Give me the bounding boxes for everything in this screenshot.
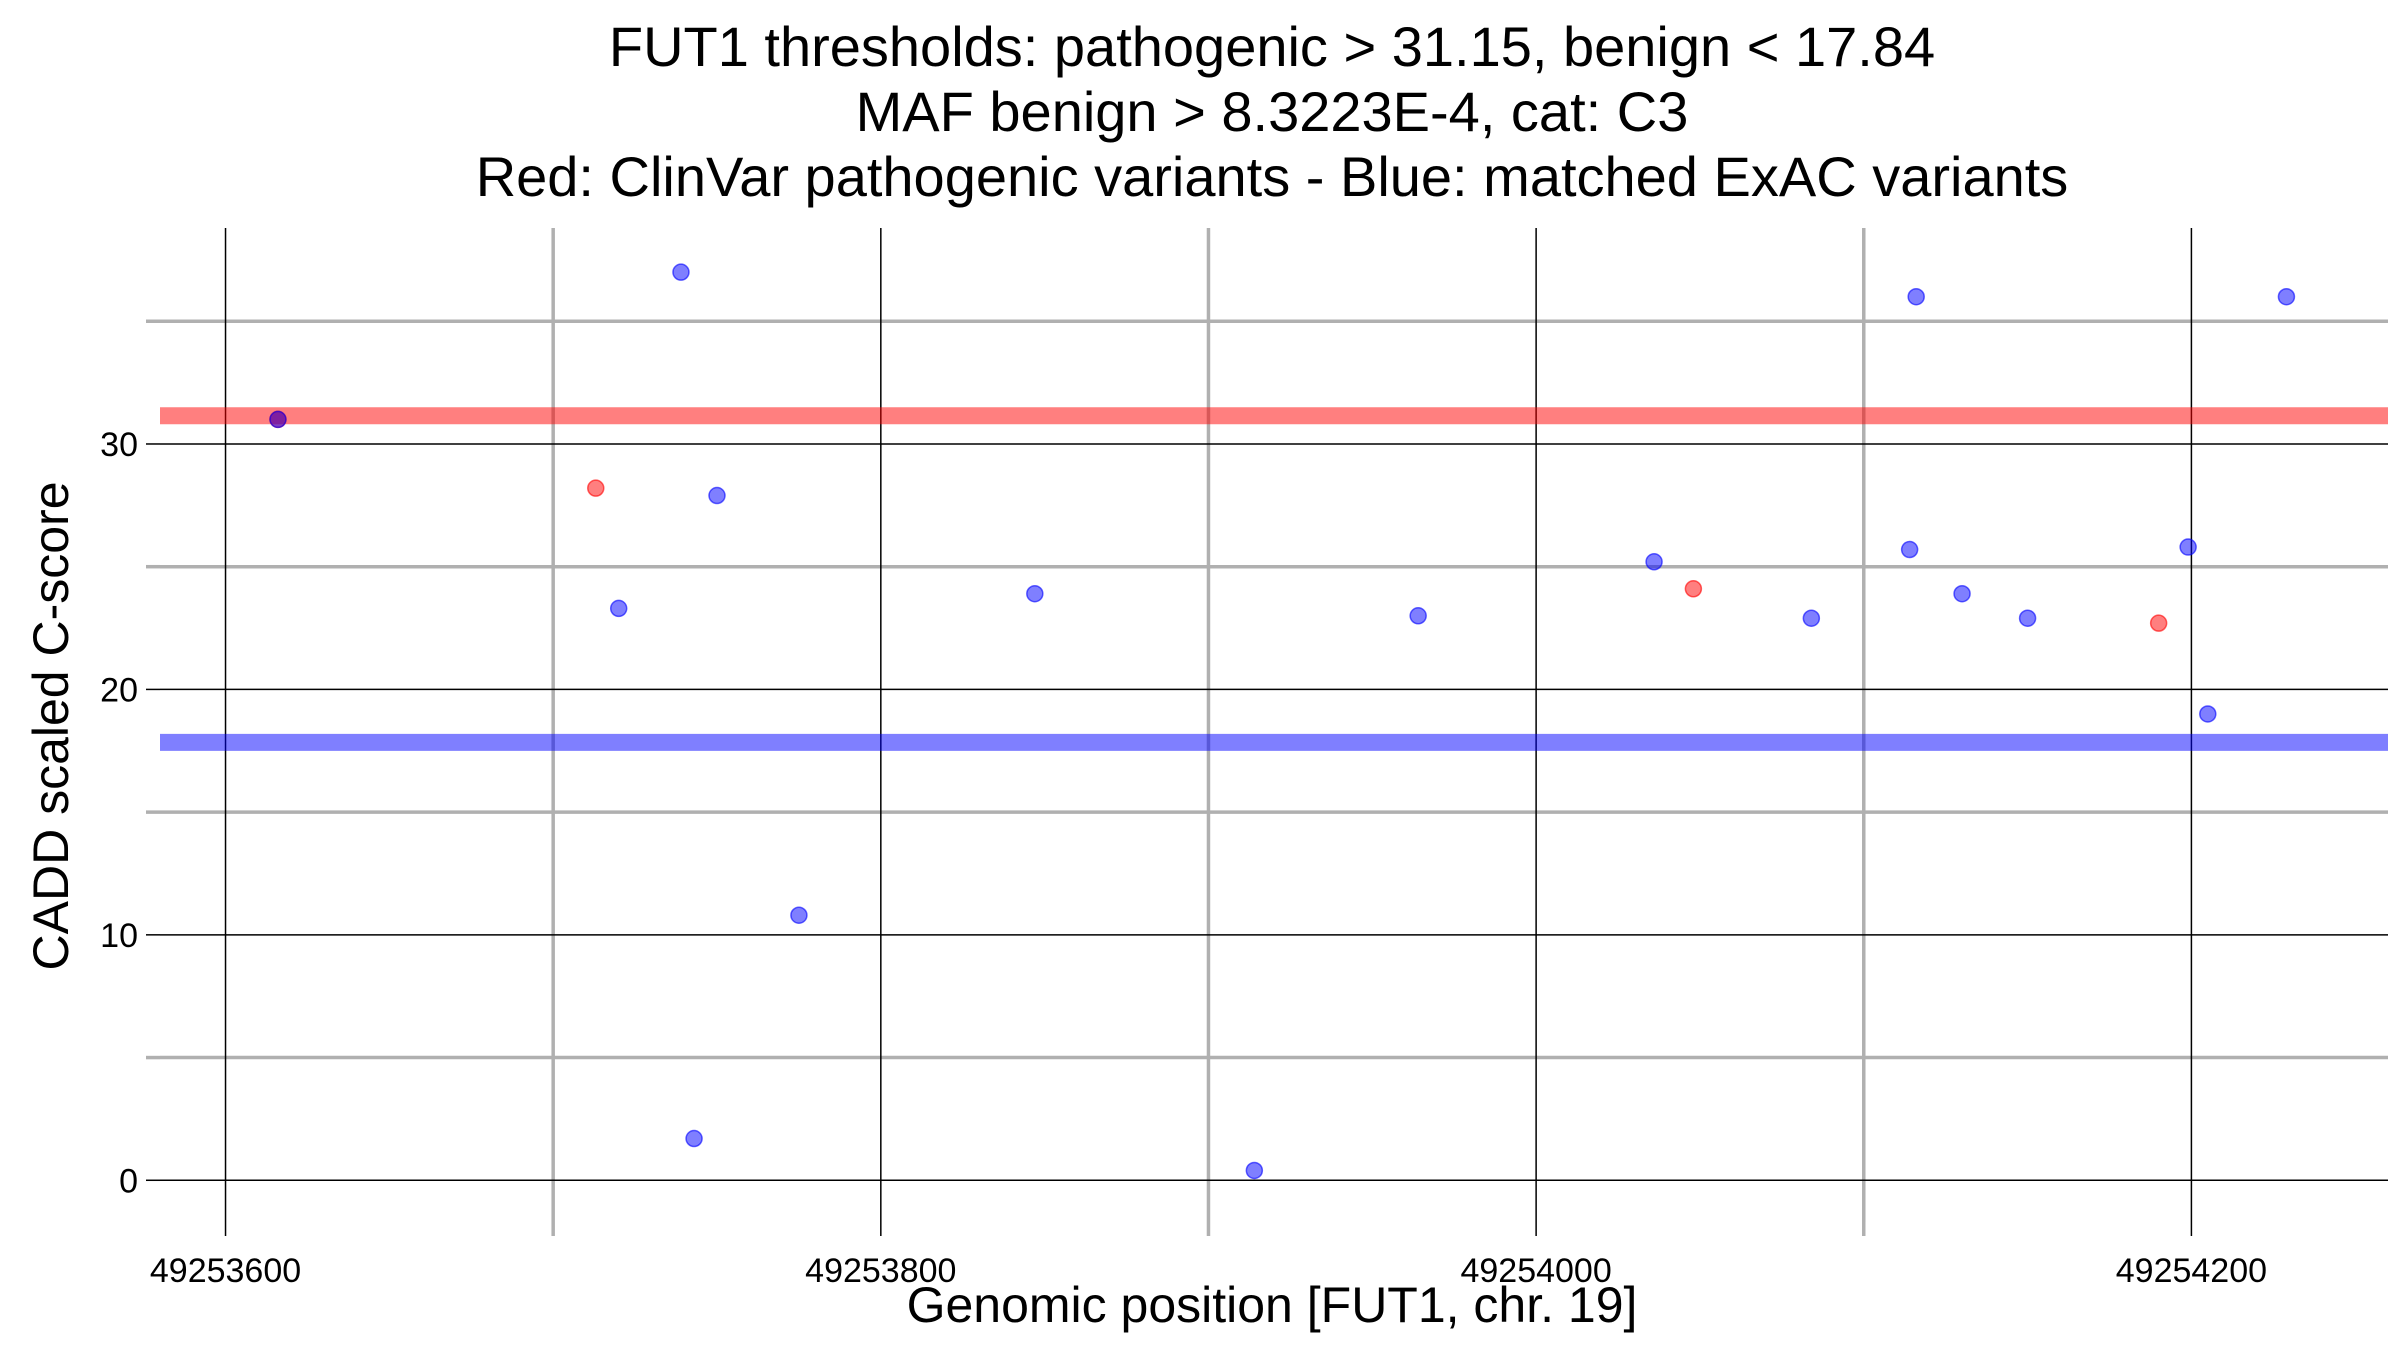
- x-tick-label: 49253800: [805, 1252, 956, 1290]
- title-line-1: FUT1 thresholds: pathogenic > 31.15, ben…: [609, 15, 1935, 78]
- x-tick-label: 49254200: [2116, 1252, 2267, 1290]
- exac-point: [1026, 584, 1044, 603]
- title-line-2: MAF benign > 8.3223E-4, cat: C3: [856, 80, 1689, 143]
- y-tick-label: 20: [100, 671, 138, 709]
- exac-point: [1900, 540, 1919, 559]
- y-axis-tick-labels: 0 10 20 30: [100, 426, 138, 1200]
- major-gridlines: [160, 228, 2388, 1222]
- x-tick-label: 49254000: [1460, 1252, 1611, 1290]
- exac-point: [685, 1129, 703, 1148]
- x-axis-label: Genomic position [FUT1, chr. 19]: [907, 1277, 1638, 1333]
- exac-point: [790, 906, 808, 924]
- exac-point: [2199, 705, 2217, 723]
- y-tick-label: 0: [119, 1162, 138, 1200]
- data-points: [269, 263, 2296, 1180]
- exac-point: [2018, 609, 2037, 627]
- exac-point: [269, 410, 287, 429]
- title-line-3: Red: ClinVar pathogenic variants - Blue:…: [476, 145, 2069, 208]
- y-axis-label: CADD scaled C-score: [23, 481, 79, 970]
- y-tick-label: 30: [100, 426, 138, 464]
- exac-point: [1645, 553, 1663, 571]
- exac-point: [672, 263, 690, 281]
- exac-point: [609, 599, 628, 618]
- exac-point: [708, 486, 726, 505]
- exac-point: [1907, 287, 1925, 306]
- exac-point: [1409, 607, 1427, 625]
- exac-point: [1953, 584, 1971, 603]
- exac-point: [1802, 609, 1821, 627]
- exac-point: [1245, 1161, 1264, 1180]
- axis-ticks: [146, 319, 2193, 1236]
- clinvar-point: [2149, 614, 2168, 632]
- x-axis-tick-labels: 49253600 49253800 49254000 49254200: [150, 1252, 2267, 1290]
- chart-title: FUT1 thresholds: pathogenic > 31.15, ben…: [476, 15, 2069, 208]
- x-tick-label: 49253600: [150, 1252, 301, 1290]
- exac-point: [2179, 538, 2197, 556]
- clinvar-point: [587, 479, 605, 497]
- exac-point: [2277, 287, 2296, 306]
- clinvar-point: [1684, 580, 1703, 598]
- threshold-lines: [160, 407, 2388, 751]
- y-tick-label: 10: [100, 917, 138, 955]
- minor-gridlines: [160, 228, 2388, 1222]
